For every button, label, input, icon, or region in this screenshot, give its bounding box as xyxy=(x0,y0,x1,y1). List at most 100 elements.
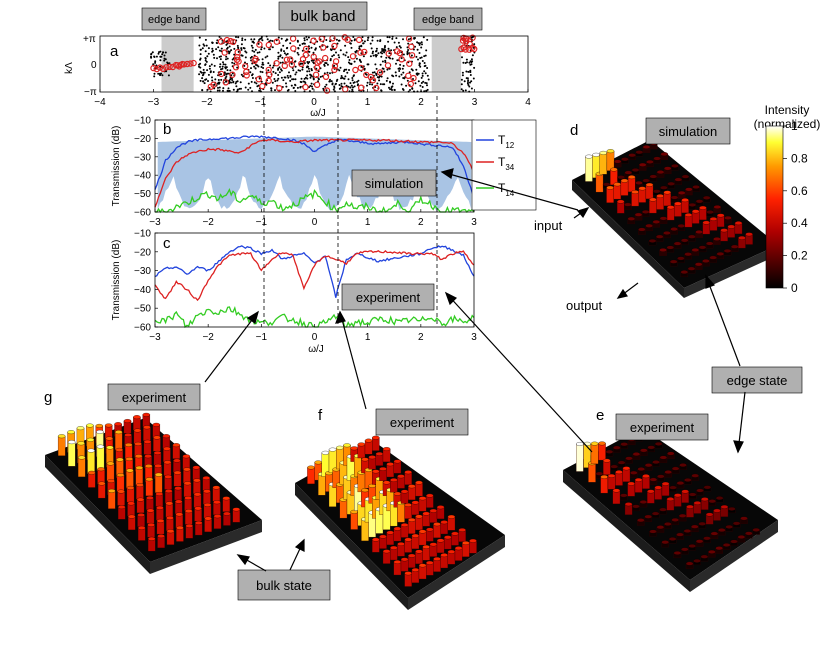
label-experiment-e: experiment xyxy=(615,413,709,441)
colorbar-tick-0: 1 xyxy=(791,119,798,133)
eigenmode-dot xyxy=(381,67,384,70)
pillar xyxy=(418,563,427,580)
xtick-b-2: −1 xyxy=(256,217,268,228)
pillar xyxy=(645,182,654,200)
eigenmode-dot xyxy=(243,64,246,67)
lattice-front-f xyxy=(408,535,505,610)
pillar xyxy=(223,511,231,526)
pillar xyxy=(408,553,416,568)
eigenmode-dot xyxy=(235,85,238,88)
eigenmode-dot xyxy=(399,63,402,66)
eigenmode-dot xyxy=(221,65,224,68)
eigenmode-dot xyxy=(387,40,390,43)
eigenmode-dot xyxy=(344,44,347,47)
measured-mode-49 xyxy=(256,41,263,48)
colorbar-ticks: 1 0.8 0.6 0.4 0.2 0 xyxy=(783,119,808,295)
experiment-c-text: experiment xyxy=(356,290,421,305)
eigenmode-dot xyxy=(292,78,295,81)
pillar xyxy=(598,441,606,461)
eigenmode-dot xyxy=(297,47,300,50)
eigenmode-dot xyxy=(219,63,222,66)
eigenmode-dot xyxy=(253,81,256,84)
pillar xyxy=(166,529,175,545)
measured-mode-14 xyxy=(187,60,194,67)
measured-mode-66 xyxy=(376,69,384,76)
eigenmode-dot xyxy=(233,53,236,56)
eigenmode-dot xyxy=(271,40,274,42)
eigenmode-dot xyxy=(409,37,412,40)
measured-mode-86 xyxy=(302,83,309,91)
pillar xyxy=(649,529,657,537)
eigenmode-dot xyxy=(367,63,370,66)
pillar xyxy=(684,252,692,260)
eigenmode-dot xyxy=(277,55,280,58)
eigenmode-dot xyxy=(337,54,340,57)
eigenmode-dot xyxy=(279,61,282,64)
measured-mode-18 xyxy=(217,38,225,45)
ytick-b-0: −10 xyxy=(134,116,151,127)
eigenmode-dot xyxy=(345,84,348,87)
eigenmode-dot xyxy=(296,86,299,89)
eigenmode-dot xyxy=(200,71,203,74)
eigenmode-dot xyxy=(425,82,428,85)
pillar xyxy=(688,234,696,242)
eigenmode-dot xyxy=(343,68,346,71)
pillar xyxy=(656,194,664,210)
measured-mode-12 xyxy=(180,61,188,68)
experiment-e-text: experiment xyxy=(630,420,695,435)
eigenmode-dot xyxy=(250,67,252,70)
eigenmode-dot xyxy=(416,41,419,44)
eigenmode-dot xyxy=(260,66,263,68)
panel-d: d simulation input output xyxy=(534,117,778,313)
eigenmode-dot xyxy=(325,39,328,41)
eigenmode-dot xyxy=(401,67,404,70)
pillar xyxy=(86,423,94,447)
eigenmode-dot xyxy=(398,75,401,78)
ytick-b-4: −50 xyxy=(134,189,151,200)
eigenmode-dot xyxy=(393,41,396,44)
measured-mode-55 xyxy=(358,84,365,91)
eigenmode-dot xyxy=(329,72,331,75)
eigenmode-dot xyxy=(198,44,201,47)
eigenmode-dot xyxy=(407,42,410,45)
pillar xyxy=(648,238,657,246)
measured-mode-51 xyxy=(310,37,317,44)
arrow-d-to-b xyxy=(441,171,579,211)
pillar xyxy=(627,175,636,193)
pillar xyxy=(153,435,161,452)
eigenmode-dot xyxy=(415,72,418,75)
pillar xyxy=(647,445,655,453)
pillar xyxy=(652,460,660,467)
eigenmode-dot xyxy=(276,79,279,82)
edge-state-text: edge state xyxy=(727,373,788,388)
measured-mode-65 xyxy=(355,36,363,44)
eigenmode-dot xyxy=(424,64,427,67)
eigenmode-dot xyxy=(269,39,272,42)
pillar xyxy=(624,202,632,210)
pillar xyxy=(745,232,753,245)
pillar xyxy=(632,452,641,460)
eigenmode-dot xyxy=(386,36,389,39)
eigenmode-dot xyxy=(366,81,369,84)
measured-mode-74 xyxy=(283,56,291,63)
pillar xyxy=(693,501,702,514)
eigenmode-dot xyxy=(390,88,393,90)
lattice-side-f xyxy=(295,483,408,610)
eigenmode-dot xyxy=(255,82,258,85)
pillar xyxy=(666,497,675,511)
eigenmode-dot xyxy=(211,50,214,53)
measured-mode-60 xyxy=(384,62,392,69)
eigenmode-dot xyxy=(418,64,421,67)
pillar xyxy=(204,516,212,533)
panel-c: c −3 −2 −1 0 1 2 3−10−20−30−40−50−60 Transmiss… xyxy=(111,229,477,356)
eigenmode-dot xyxy=(297,69,300,72)
measured-mode-30 xyxy=(233,56,241,64)
eigenmode-dot xyxy=(339,49,342,52)
pillar xyxy=(136,483,144,500)
eigenmode-dot xyxy=(201,47,204,50)
eigenmode-dot xyxy=(385,56,388,59)
xlabel-a: ω/J xyxy=(310,108,326,119)
pillar xyxy=(393,459,402,474)
eigenmode-dot xyxy=(461,71,464,74)
